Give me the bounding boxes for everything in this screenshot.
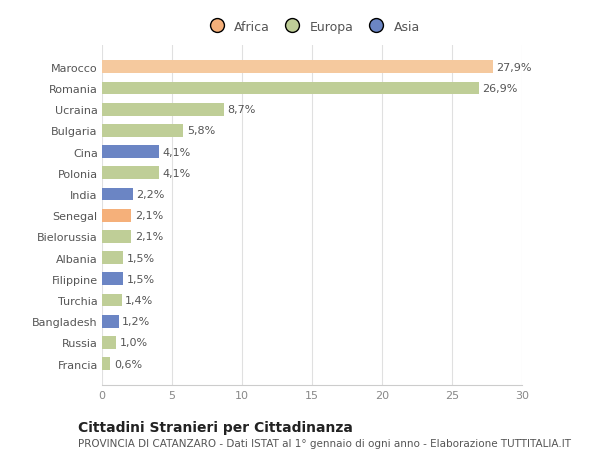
Text: 2,2%: 2,2% [136, 190, 164, 200]
Text: 2,1%: 2,1% [135, 232, 163, 242]
Bar [102, 273, 123, 285]
Bar [102, 146, 160, 159]
Bar [102, 230, 131, 243]
Text: 5,8%: 5,8% [187, 126, 215, 136]
Text: 27,9%: 27,9% [496, 63, 532, 73]
Text: 2,1%: 2,1% [135, 211, 163, 221]
Bar [102, 358, 110, 370]
Bar [102, 336, 116, 349]
Bar [102, 83, 479, 95]
Bar [102, 125, 183, 138]
Bar [102, 209, 131, 222]
Text: 0,6%: 0,6% [114, 359, 142, 369]
Bar [102, 252, 123, 264]
Bar [102, 167, 160, 180]
Text: 1,4%: 1,4% [125, 295, 154, 305]
Text: 4,1%: 4,1% [163, 147, 191, 157]
Text: 8,7%: 8,7% [227, 105, 256, 115]
Text: 26,9%: 26,9% [482, 84, 517, 94]
Bar [102, 104, 224, 116]
Text: PROVINCIA DI CATANZARO - Dati ISTAT al 1° gennaio di ogni anno - Elaborazione TU: PROVINCIA DI CATANZARO - Dati ISTAT al 1… [78, 438, 571, 448]
Text: 1,0%: 1,0% [119, 338, 148, 347]
Text: 1,2%: 1,2% [122, 317, 151, 326]
Legend: Africa, Europa, Asia: Africa, Europa, Asia [202, 18, 422, 36]
Bar [102, 188, 133, 201]
Text: 1,5%: 1,5% [127, 253, 155, 263]
Text: Cittadini Stranieri per Cittadinanza: Cittadini Stranieri per Cittadinanza [78, 420, 353, 434]
Bar [102, 294, 122, 307]
Bar [102, 315, 119, 328]
Text: 1,5%: 1,5% [127, 274, 155, 284]
Text: 4,1%: 4,1% [163, 168, 191, 179]
Bar [102, 62, 493, 74]
